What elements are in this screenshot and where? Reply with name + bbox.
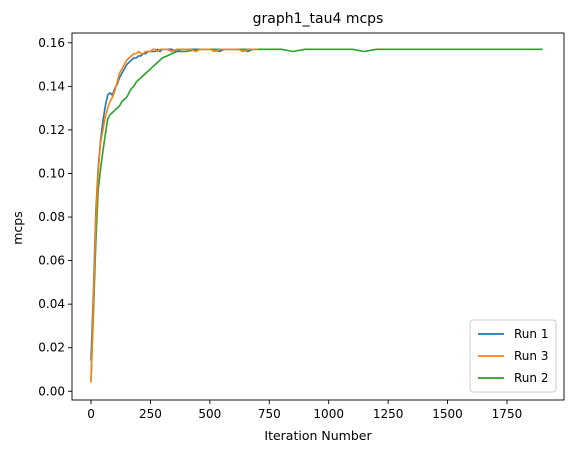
y-tick-label: 0.02: [38, 341, 65, 355]
y-tick-label: 0.04: [38, 297, 65, 311]
x-tick-label: 0: [87, 407, 95, 421]
chart-title: graph1_tau4 mcps: [253, 11, 384, 27]
x-tick-label: 1250: [373, 407, 404, 421]
x-axis-label: Iteration Number: [264, 428, 372, 443]
y-tick-label: 0.16: [38, 36, 65, 50]
y-tick-label: 0.14: [38, 79, 65, 93]
y-tick-label: 0.00: [38, 384, 65, 398]
legend-label: Run 3: [514, 349, 548, 363]
series-line-3: [90, 48, 258, 383]
series-line-1: [90, 48, 258, 361]
x-axis: 0 250 500 750 1000 1250 1500 1750: [87, 400, 522, 421]
x-tick-label: 750: [258, 407, 281, 421]
x-tick-label: 1000: [313, 407, 344, 421]
y-tick-label: 0.12: [38, 123, 65, 137]
x-tick-label: 500: [198, 407, 221, 421]
series-line-2: [90, 48, 543, 381]
x-tick-label: 1750: [492, 407, 523, 421]
legend-label: Run 1: [514, 327, 548, 341]
legend: Run 1 Run 3 Run 2: [469, 319, 557, 393]
legend-box: [469, 319, 557, 393]
x-tick-label: 250: [139, 407, 162, 421]
legend-label: Run 2: [514, 371, 548, 385]
plot-frame: [71, 32, 565, 401]
x-tick-label: 1500: [432, 407, 463, 421]
y-tick-label: 0.08: [38, 210, 65, 224]
y-axis-label: mcps: [10, 211, 25, 245]
plot-area: [90, 48, 543, 383]
y-axis: 0.00 0.02 0.04 0.06 0.08 0.10 0.12 0.14 0.16: [38, 36, 72, 398]
y-tick-label: 0.06: [38, 254, 65, 268]
y-tick-label: 0.10: [38, 166, 65, 180]
